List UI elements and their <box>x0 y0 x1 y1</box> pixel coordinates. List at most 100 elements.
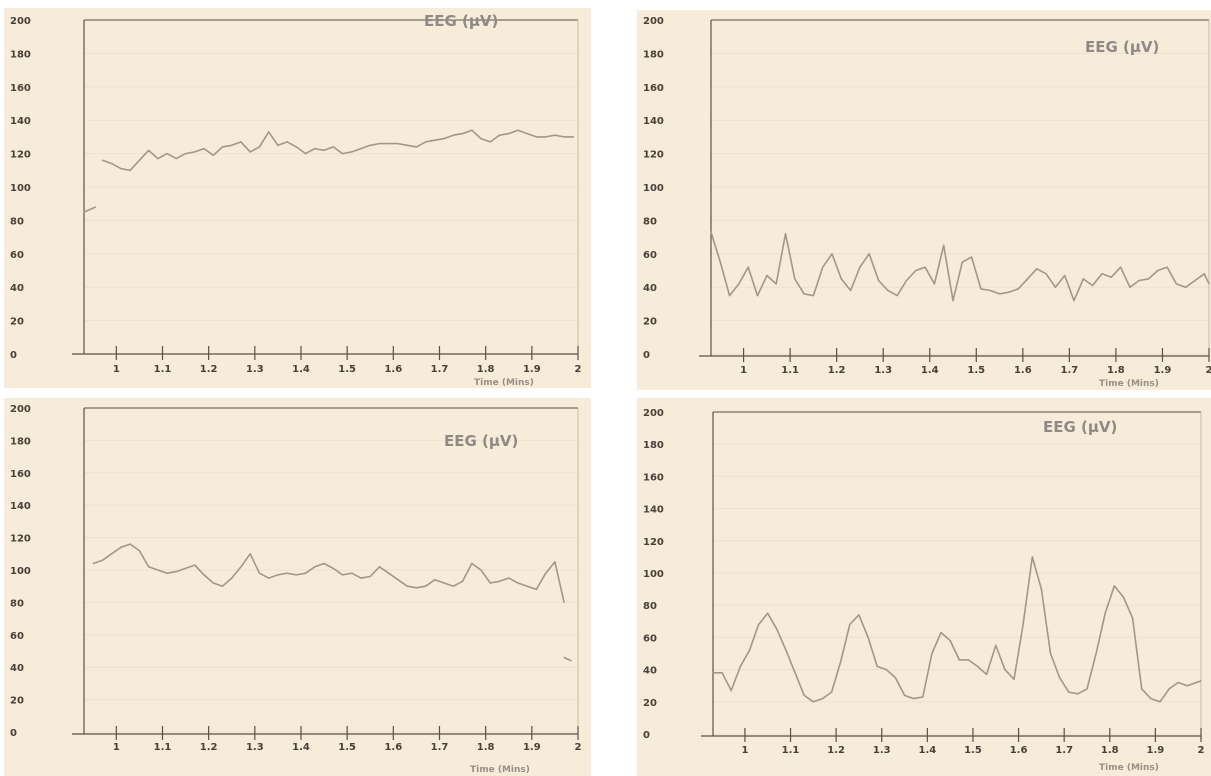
data-point <box>1008 291 1010 293</box>
x-tick-label: 1.2 <box>200 364 218 375</box>
y-tick-label: 160 <box>10 469 31 480</box>
data-point <box>175 158 177 160</box>
data-point <box>286 572 288 574</box>
data-point <box>995 644 997 646</box>
y-tick-label: 160 <box>10 83 31 94</box>
chart-title: EEG (µV) <box>1043 418 1117 436</box>
x-tick-label: 2 <box>1206 365 1211 376</box>
x-tick-label: 1.6 <box>384 364 402 375</box>
data-point <box>462 580 464 582</box>
data-point <box>443 138 445 140</box>
data-point <box>905 279 908 282</box>
x-tick-label: 2 <box>575 742 582 753</box>
data-point <box>101 159 104 161</box>
data-point <box>295 146 297 148</box>
data-point <box>471 129 473 131</box>
data-point <box>896 295 898 297</box>
series-line <box>83 206 96 213</box>
x-tick-label: 1.7 <box>431 742 449 753</box>
data-point <box>323 562 325 565</box>
data-point <box>840 278 842 280</box>
data-point <box>545 572 547 574</box>
data-point <box>221 585 224 587</box>
x-tick-label: 1.1 <box>781 365 799 376</box>
y-tick-label: 180 <box>10 49 31 60</box>
y-tick-label: 80 <box>10 216 24 227</box>
x-axis-label: Time (Mins) <box>470 765 530 775</box>
data-point <box>83 211 85 213</box>
data-point <box>803 694 805 696</box>
y-tick-label: 140 <box>643 116 664 127</box>
chart-title: EEG (µV) <box>1085 38 1159 56</box>
data-point <box>351 572 353 574</box>
data-point <box>915 269 917 272</box>
x-tick-label: 1.2 <box>200 742 218 753</box>
data-point <box>369 144 371 146</box>
data-point <box>878 279 880 282</box>
data-point <box>949 640 951 642</box>
data-point <box>120 546 122 548</box>
data-point <box>1086 688 1088 690</box>
data-point <box>120 168 122 170</box>
data-point <box>268 577 270 579</box>
data-point <box>563 656 565 659</box>
data-point <box>931 652 933 655</box>
data-point <box>314 148 316 150</box>
y-tick-label: 180 <box>10 436 31 447</box>
data-point <box>480 569 482 571</box>
data-point <box>739 665 741 667</box>
data-point <box>738 283 740 285</box>
eeg-chart-1: 0 20 40 60 80 100 120 140 160 180 200 1 1.1 1.2 1.3 1.4… <box>4 8 591 388</box>
data-point <box>1157 269 1159 272</box>
data-point <box>850 289 852 292</box>
data-point <box>185 567 187 569</box>
x-tick-label: 2 <box>1198 745 1205 756</box>
data-point <box>240 566 242 568</box>
data-point <box>94 206 97 208</box>
data-point <box>849 623 851 626</box>
x-tick-label: 1 <box>113 742 120 753</box>
x-tick-label: 1.7 <box>1061 365 1079 376</box>
data-point <box>378 566 381 568</box>
data-point <box>415 146 417 148</box>
data-point <box>554 561 556 563</box>
data-point <box>526 585 528 587</box>
x-tick-label: 1.9 <box>1147 745 1165 756</box>
data-point <box>767 612 769 614</box>
y-tick-label: 60 <box>643 633 657 644</box>
data-point <box>924 266 926 268</box>
data-point <box>1013 678 1015 680</box>
data-point <box>1132 617 1134 619</box>
data-point <box>710 231 712 233</box>
data-point <box>1101 273 1103 275</box>
y-tick-label: 120 <box>10 534 31 545</box>
x-tick-label: 1.2 <box>828 365 846 376</box>
data-point <box>388 572 390 574</box>
data-point <box>747 266 749 268</box>
eeg-chart-3: 0 20 40 60 80 100 120 140 160 180 200 1 1.1 1.2 1.3 1.4… <box>4 398 591 776</box>
x-tick-label: 1.6 <box>1014 365 1032 376</box>
y-tick-label: 80 <box>10 598 24 609</box>
data-point <box>989 289 991 292</box>
y-tick-label: 60 <box>643 250 657 261</box>
data-point <box>388 143 390 145</box>
data-point <box>471 562 473 565</box>
data-point <box>572 136 575 138</box>
data-point <box>1175 283 1177 285</box>
data-point <box>277 144 279 146</box>
data-point <box>943 244 945 246</box>
data-point <box>971 256 973 258</box>
data-point <box>1122 596 1125 598</box>
y-tick-label: 120 <box>643 537 664 548</box>
data-point <box>341 153 344 155</box>
data-point <box>784 233 787 235</box>
series-line <box>102 129 574 172</box>
data-point <box>859 266 861 268</box>
data-point <box>775 283 777 285</box>
data-point <box>868 253 870 255</box>
data-point <box>194 151 196 153</box>
data-point <box>867 636 869 638</box>
data-point <box>425 585 427 587</box>
data-point <box>92 562 94 565</box>
data-point <box>1141 688 1143 690</box>
